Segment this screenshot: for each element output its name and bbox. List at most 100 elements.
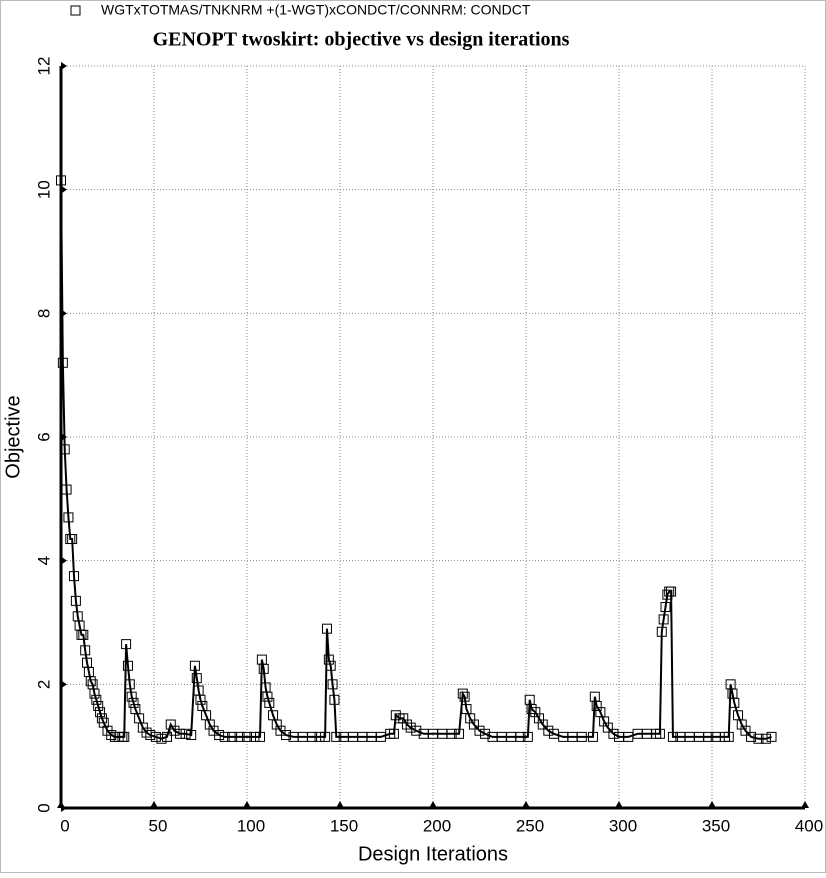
data-point — [534, 713, 545, 724]
data-point — [398, 713, 409, 724]
x-tick — [522, 801, 530, 808]
data-point — [67, 534, 78, 545]
data-point — [128, 697, 139, 708]
x-tick-label: 400 — [795, 816, 823, 835]
y-tick-label: 12 — [34, 57, 53, 76]
data-point — [186, 730, 197, 741]
x-tick-label: 350 — [702, 816, 730, 835]
data-point — [654, 728, 665, 739]
data-point — [195, 694, 206, 705]
data-point — [746, 731, 757, 742]
data-point — [61, 484, 72, 495]
y-axis-label: Objective — [2, 395, 24, 478]
data-point — [126, 691, 137, 702]
chart-title: GENOPT twoskirt: objective vs design ite… — [153, 29, 570, 51]
data-point — [258, 663, 269, 674]
data-point — [271, 719, 282, 730]
x-tick-label: 250 — [516, 816, 544, 835]
x-tick — [429, 801, 437, 808]
data-point — [262, 691, 273, 702]
x-tick — [243, 801, 251, 808]
data-point — [401, 719, 412, 730]
data-point — [242, 731, 252, 742]
data-point — [608, 728, 619, 739]
data-point — [327, 679, 338, 690]
data-point — [69, 571, 80, 582]
data-point — [331, 731, 342, 742]
x-axis-label: Design Iterations — [358, 843, 508, 865]
data-point — [454, 728, 465, 739]
data-point — [656, 626, 667, 637]
data-point — [191, 673, 202, 684]
data-point — [165, 719, 176, 730]
data-point — [736, 719, 747, 730]
y-tick-label: 10 — [34, 180, 53, 199]
y-tick-label: 8 — [34, 309, 53, 318]
data-point — [281, 730, 292, 741]
data-point — [122, 660, 133, 671]
x-tick — [336, 801, 344, 808]
data-point — [729, 697, 740, 708]
data-point — [537, 719, 548, 730]
data-point — [249, 731, 260, 742]
data-point — [530, 707, 541, 718]
x-tick — [708, 801, 716, 808]
x-tick-label: 300 — [609, 816, 637, 835]
data-point — [93, 700, 104, 711]
data-point — [703, 731, 714, 742]
x-tick-label: 0 — [60, 816, 69, 835]
data-point — [80, 645, 91, 656]
data-point — [89, 688, 100, 699]
legend-label: WGTxTOTMAS/TNKNRM +(1-WGT)xCONDCT/CONNRM… — [101, 2, 531, 18]
data-point — [576, 731, 587, 742]
data-point — [85, 676, 96, 687]
data-point — [162, 731, 173, 742]
x-tick-label: 150 — [330, 816, 358, 835]
data-point — [599, 716, 610, 727]
x-tick — [150, 801, 158, 808]
data-point — [760, 733, 771, 744]
data-point — [95, 707, 106, 718]
y-tick-label: 0 — [34, 803, 53, 812]
data-point — [124, 679, 135, 690]
data-point — [106, 730, 117, 741]
data-point — [189, 660, 200, 671]
data-point — [480, 728, 491, 739]
data-point — [204, 719, 215, 730]
y-tick-label: 6 — [34, 432, 53, 441]
y-tick-label: 2 — [34, 680, 53, 689]
data-point — [255, 731, 266, 742]
y-tick-label: 4 — [34, 556, 53, 565]
data-point — [56, 175, 66, 186]
data-point — [169, 725, 180, 736]
data-point — [91, 694, 102, 705]
data-point — [321, 623, 332, 634]
data-point — [390, 710, 401, 721]
data-point — [543, 725, 554, 736]
data-point — [740, 725, 751, 736]
data-point — [662, 589, 673, 600]
x-tick-label: 200 — [423, 816, 451, 835]
x-tick — [615, 801, 623, 808]
data-point — [264, 697, 275, 708]
data-point — [658, 614, 669, 625]
data-point — [766, 731, 777, 742]
data-point — [78, 629, 89, 640]
data-point — [63, 512, 74, 523]
data-point — [591, 700, 602, 711]
data-point — [325, 660, 336, 671]
data-point — [667, 731, 678, 742]
data-point — [587, 731, 598, 742]
data-point — [214, 730, 225, 741]
data-point — [602, 722, 613, 733]
data-point — [314, 731, 325, 742]
data-point — [323, 654, 334, 665]
data-point — [119, 731, 130, 742]
data-point — [723, 731, 734, 742]
data-point — [180, 728, 191, 739]
data-point — [753, 733, 764, 744]
data-point — [57, 357, 68, 368]
data-point — [150, 731, 161, 742]
data-point — [329, 694, 340, 705]
